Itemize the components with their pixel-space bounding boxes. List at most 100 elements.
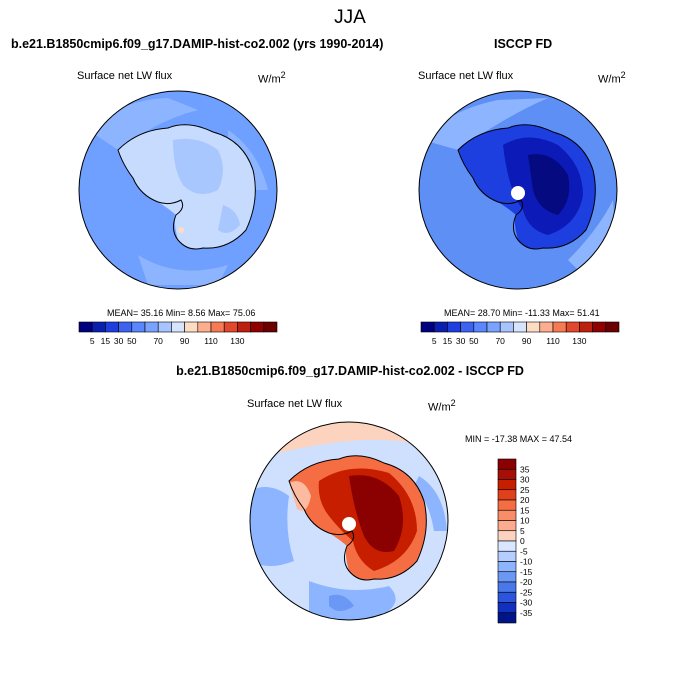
colorbar-tick-label: 50 [469, 336, 479, 346]
units-base: W/m [598, 73, 621, 86]
coastline [117, 124, 256, 250]
colorbar-tick-label: -5 [520, 546, 528, 556]
ocean-patch [414, 476, 447, 531]
colorbar-swatch [497, 530, 517, 542]
colorbar-swatch [497, 520, 517, 532]
map-boundary [418, 90, 618, 290]
units-exponent: 2 [450, 398, 456, 408]
colorbar-swatch [497, 468, 517, 480]
land-patch [173, 138, 223, 194]
warm-spot [178, 227, 184, 233]
stats-obs: MEAN= 28.70 Min= -11.33 Max= 51.41 [444, 308, 600, 318]
colorbar-swatch [460, 321, 475, 333]
colorbar-swatch [605, 321, 620, 333]
land-patch [349, 475, 403, 552]
colorbar-swatch [539, 321, 554, 333]
colorbar-tick-label: 30 [520, 475, 530, 485]
colorbar-swatch [197, 321, 212, 333]
units-label-diff: W/m2 [428, 398, 456, 414]
colorbar-swatch [526, 321, 541, 333]
colorbar-tick-label: 110 [546, 336, 560, 346]
polar-map-obs [418, 90, 618, 290]
colorbar-swatch [592, 321, 607, 333]
ocean-patch [250, 487, 294, 566]
colorbar-tick-label: 130 [230, 336, 244, 346]
coastline [457, 124, 596, 250]
colorbar-swatch [513, 321, 527, 333]
units-exponent: 2 [280, 70, 286, 80]
colorbar-swatch [78, 321, 93, 333]
coastline [288, 455, 427, 581]
colorbar-tick-label: -25 [520, 587, 533, 597]
colorbar-tick-label: 15 [520, 505, 530, 515]
colorbar-model: 5 15 30 50 70 90 110 130 [78, 321, 278, 346]
colorbar-swatch [433, 321, 448, 333]
units-label-obs: W/m2 [598, 70, 626, 86]
ocean-patch [423, 98, 548, 150]
colorbar-swatch [447, 321, 461, 333]
colorbar-swatch [118, 321, 133, 333]
colorbar-tick-label: 30 [114, 336, 124, 346]
colorbar-swatch [486, 321, 501, 333]
colorbar-tick-label: 35 [520, 464, 530, 474]
polar-map-diff [249, 421, 449, 621]
colorbar-tick-label: 90 [522, 336, 532, 346]
ocean-patch [309, 581, 396, 620]
colorbar-swatch [250, 321, 265, 333]
units-exponent: 2 [620, 70, 626, 80]
colorbar-tick-label: 50 [127, 336, 137, 346]
case-title-model: b.e21.B1850cmip6.f09_g17.DAMIP-hist-co2.… [11, 37, 384, 51]
colorbar-swatch [497, 479, 517, 491]
colorbar-swatch [497, 458, 517, 470]
colorbar-tick-label: -20 [520, 577, 533, 587]
stats-diff: MIN = -17.38 MAX = 47.54 [465, 434, 573, 444]
map-boundary [78, 90, 278, 290]
colorbar-swatch [497, 602, 517, 614]
colorbar-swatch [105, 321, 119, 333]
colorbar-tick-label: 70 [153, 336, 163, 346]
map-boundary [249, 421, 449, 621]
colorbar-tick-label: 70 [495, 336, 505, 346]
variable-label-obs: Surface net LW flux [418, 70, 514, 82]
colorbar-swatch [497, 581, 517, 593]
colorbar-swatch [263, 321, 278, 333]
colorbar-tick-label: 5 [90, 336, 95, 346]
colorbar-swatch [131, 321, 146, 333]
colorbar-tick-label: 10 [520, 516, 530, 526]
colorbar-swatch [565, 321, 580, 333]
land-patch [528, 154, 570, 215]
colorbar-swatch [499, 321, 514, 333]
colorbar-tick-label: -10 [520, 557, 533, 567]
case-title-diff: b.e21.B1850cmip6.f09_g17.DAMIP-hist-co2.… [176, 364, 524, 378]
colorbar-tick-label: 90 [180, 336, 190, 346]
colorbar-swatch [184, 321, 199, 333]
polar-map-model [78, 90, 278, 290]
ocean-patch [138, 255, 228, 285]
pole-hole [511, 186, 525, 200]
colorbar-swatch [552, 321, 567, 333]
ocean-patch [329, 594, 354, 611]
colorbar-tick-label: -15 [520, 567, 533, 577]
colorbar-swatch [497, 509, 517, 521]
ocean-patch [568, 200, 616, 280]
colorbar-swatch [497, 612, 517, 624]
colorbar-swatch [497, 489, 517, 501]
colorbar-swatch [497, 499, 517, 511]
colorbar-tick-label: 0 [520, 536, 525, 546]
colorbar-swatch [237, 321, 251, 333]
case-title-obs: ISCCP FD [494, 37, 553, 51]
colorbar-tick-label: 5 [432, 336, 437, 346]
colorbar-swatch [497, 571, 517, 583]
units-base: W/m [428, 401, 451, 414]
colorbar-swatch [157, 321, 172, 333]
variable-label-model: Surface net LW flux [77, 70, 173, 82]
colorbar-tick-label: 5 [520, 526, 525, 536]
colorbar-swatch [497, 550, 517, 562]
colorbar-swatch [144, 321, 159, 333]
colorbar-tick-label: 20 [520, 495, 530, 505]
colorbar-swatch [171, 321, 185, 333]
colorbar-swatch [497, 561, 517, 573]
land-patch [289, 481, 311, 511]
land-patch [218, 205, 240, 234]
